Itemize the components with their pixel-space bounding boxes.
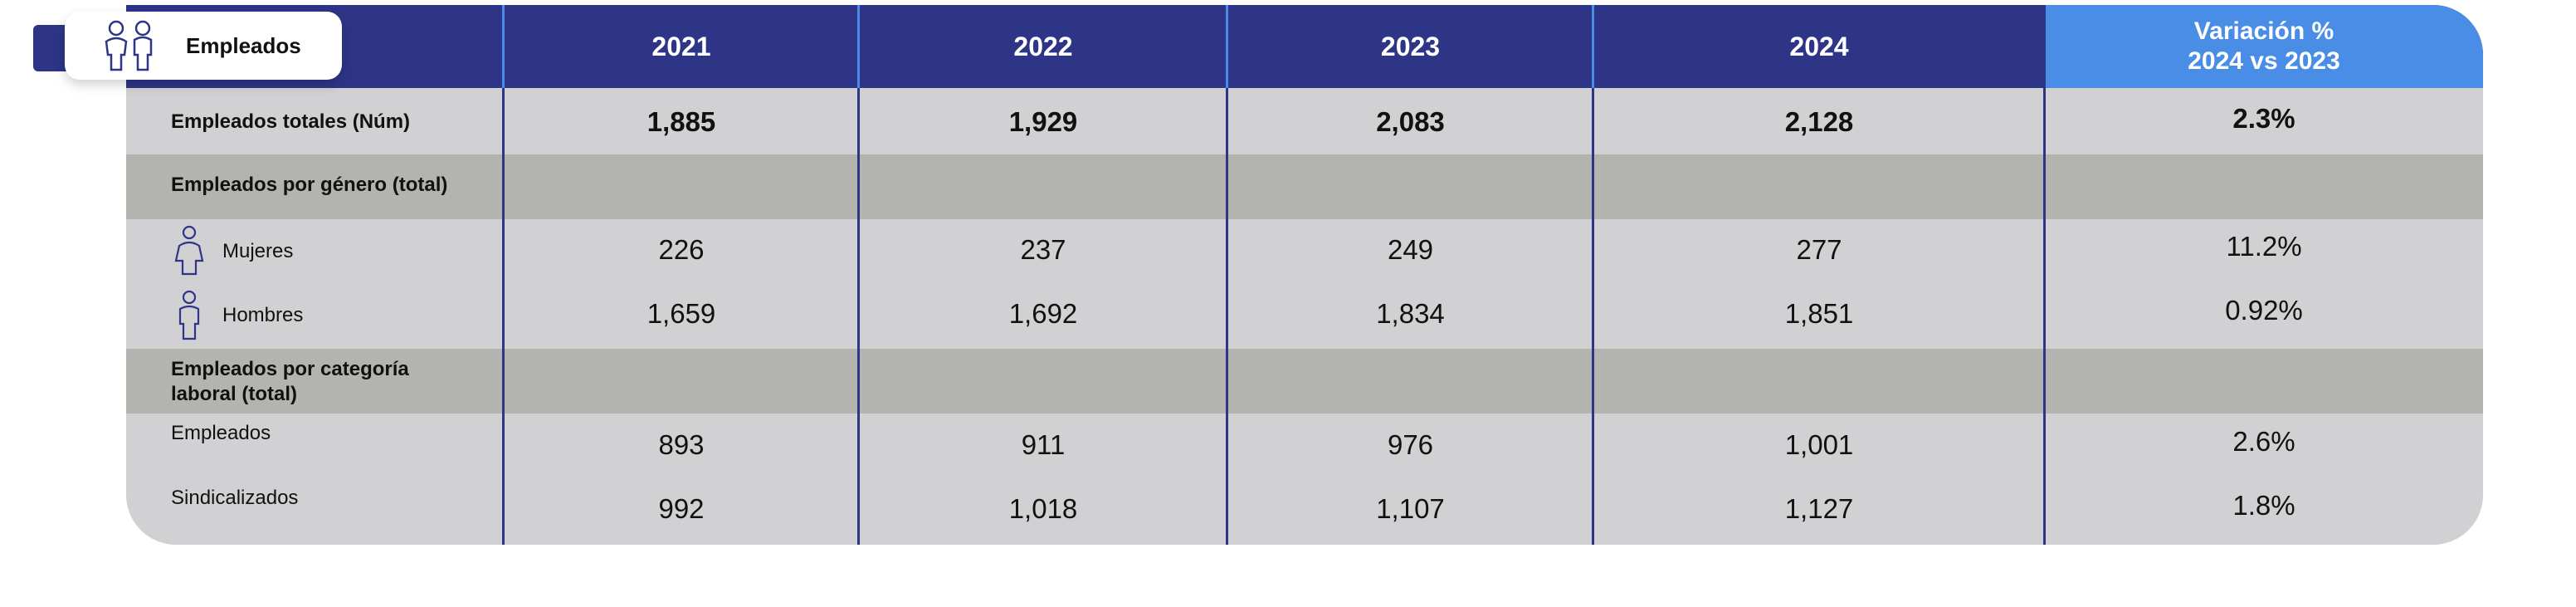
cell-totales-2023: 2,083 [1376,106,1445,137]
cell-hombres-2023: 1,834 [1376,298,1445,329]
column-divider [2043,5,2046,545]
cell-mujeres-variation: 11.2% [2226,231,2302,262]
cell-sindicalizados-variation: 1.8% [2232,490,2295,521]
row-label-empleados: Empleados [171,422,271,444]
cell-totales-2021: 1,885 [646,106,716,137]
cell-sindicalizados-2021: 992 [658,493,705,524]
cell-mujeres-2024: 277 [1796,234,1842,265]
cell-totales-2024: 2,128 [1784,106,1854,137]
employees-table: 2021 2022 2023 2024 Variación % 2024 vs … [126,5,2483,545]
cell-sindicalizados-2024: 1,127 [1784,493,1854,524]
column-header-variation: Variación % 2024 vs 2023 [2045,5,2483,88]
people-icon [100,18,161,73]
cell-mujeres-2022: 237 [1020,234,1066,265]
group-label-categoria: Empleados por categoría laboral (total) [171,357,409,407]
man-icon [174,289,204,342]
cell-empleados-2021: 893 [658,429,705,460]
group-label-categoria-line2: laboral (total) [171,383,298,405]
cell-mujeres-2023: 249 [1387,234,1434,265]
row-label-totales: Empleados totales (Núm) [171,110,411,133]
column-header-2022: 2022 [1013,32,1073,61]
column-divider [857,5,860,545]
cell-sindicalizados-2022: 1,018 [1008,493,1078,524]
cell-hombres-2022: 1,692 [1008,298,1078,329]
row-label-mujeres: Mujeres [222,240,294,262]
column-divider [1592,5,1594,545]
row-label-sindicalizados: Sindicalizados [171,487,299,509]
title-tab-accent [33,25,66,71]
cell-hombres-2024: 1,851 [1784,298,1854,329]
row-label-hombres: Hombres [222,304,304,326]
column-header-2024: 2024 [1789,32,1849,61]
column-divider [502,5,505,545]
cell-hombres-2021: 1,659 [646,298,716,329]
cell-empleados-2023: 976 [1387,429,1434,460]
cell-hombres-variation: 0.92% [2225,295,2303,326]
group-label-genero: Empleados por género (total) [171,174,448,196]
woman-icon [174,224,204,277]
column-header-2021: 2021 [651,32,711,61]
column-divider [1226,5,1228,545]
group-label-categoria-line1: Empleados por categoría [171,358,409,380]
cell-mujeres-2021: 226 [658,234,705,265]
variation-header-line2: 2024 vs 2023 [2188,47,2340,75]
variation-header-line1: Variación % [2193,17,2334,45]
section-title: Empleados [186,33,301,58]
cell-empleados-2022: 911 [1021,429,1066,460]
cell-sindicalizados-2023: 1,107 [1376,493,1445,524]
section-title-pill: Empleados [65,12,342,80]
cell-totales-2022: 1,929 [1008,106,1078,137]
column-header-2023: 2023 [1380,32,1441,61]
cell-empleados-2024: 1,001 [1784,429,1854,460]
group-band-genero [126,154,2483,219]
group-band-categoria [126,349,2483,414]
cell-totales-variation: 2.3% [2232,103,2295,134]
cell-empleados-variation: 2.6% [2232,426,2295,457]
